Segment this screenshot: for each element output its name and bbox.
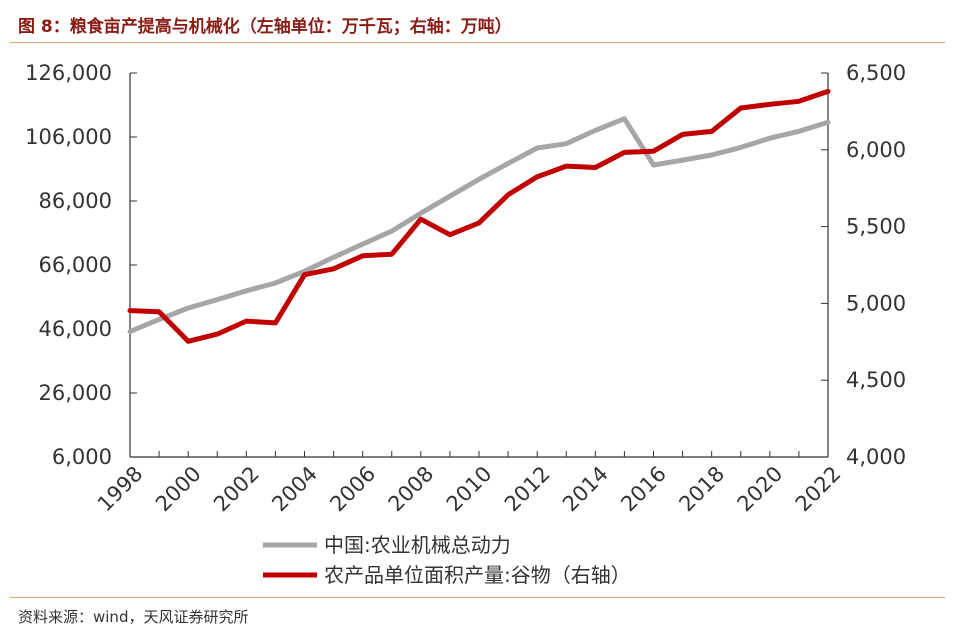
left-axis-tick-label: 26,000 [39, 381, 112, 405]
x-axis-tick-label: 2014 [558, 462, 613, 517]
x-axis-tick-label: 2000 [151, 462, 206, 517]
right-axis-tick-label: 5,500 [846, 215, 906, 239]
legend-label: 中国:农业机械总动力 [324, 533, 511, 557]
right-axis-tick-label: 5,000 [846, 291, 906, 315]
right-axis-tick-label: 4,000 [846, 445, 906, 469]
x-axis-tick-label: 2020 [733, 462, 788, 517]
top-divider [10, 42, 945, 43]
x-axis-tick-label: 2004 [267, 462, 322, 517]
x-axis-tick-label: 2018 [674, 462, 729, 517]
left-axis-tick-label: 46,000 [39, 317, 112, 341]
left-axis-tick-label: 66,000 [39, 253, 112, 277]
x-axis-tick-label: 2010 [442, 462, 497, 517]
x-axis-tick-label: 2006 [325, 462, 380, 517]
source-note: 资料来源：wind，天风证券研究所 [18, 608, 249, 626]
bottom-divider [10, 597, 945, 598]
left-axis-tick-label: 126,000 [25, 61, 112, 85]
series-line-grain-yield [127, 88, 831, 344]
x-axis-tick-label: 2008 [384, 462, 439, 517]
right-axis-tick-label: 6,500 [846, 61, 906, 85]
legend-label: 农产品单位面积产量:谷物（右轴） [324, 563, 631, 587]
right-axis-tick-label: 4,500 [846, 368, 906, 392]
left-axis-tick-label: 6,000 [52, 445, 112, 469]
left-axis-tick-label: 106,000 [25, 125, 112, 149]
chart-title: 图 8：粮食亩产提高与机械化（左轴单位：万千瓦；右轴：万吨） [18, 17, 512, 37]
right-axis-tick-label: 6,000 [846, 138, 906, 162]
x-axis-tick-label: 1998 [93, 462, 148, 517]
series-line-machinery [127, 116, 831, 334]
x-axis-tick-label: 2022 [791, 462, 846, 517]
chart-canvas: 6,000 26,000 46,000 66,000 86,000 106,000 126,… [25, 61, 906, 587]
x-axis-tick-label: 2012 [500, 462, 555, 517]
x-axis-tick-label: 2016 [616, 462, 671, 517]
left-axis-tick-label: 86,000 [39, 189, 112, 213]
x-axis-tick-label: 2002 [209, 462, 264, 517]
